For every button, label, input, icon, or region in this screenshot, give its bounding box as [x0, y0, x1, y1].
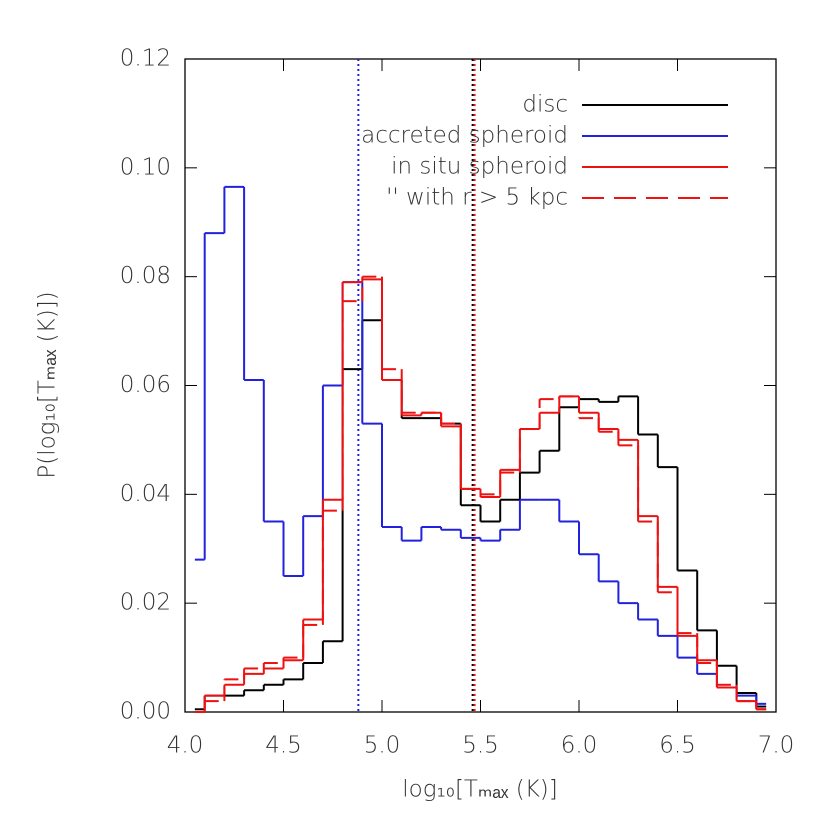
y-tick-label: 0.06: [120, 372, 171, 398]
y-axis-label: P(log₁₀[Tₘₐₓ (K)]): [35, 291, 61, 478]
legend-label: '' with r > 5 kpc: [386, 185, 568, 211]
x-tick-label: 4.5: [265, 733, 302, 759]
x-tick-label: 5.0: [364, 733, 401, 759]
y-tick-label: 0.08: [120, 263, 171, 289]
x-tick-label: 5.5: [462, 733, 499, 759]
y-tick-label: 0.12: [120, 46, 171, 72]
x-axis-label: log₁₀[Tₘₐₓ (K)]: [402, 777, 557, 803]
x-tick-label: 7.0: [758, 733, 795, 759]
y-tick-label: 0.10: [120, 154, 171, 180]
legend-label: disc: [522, 92, 568, 118]
legend-label: in situ spheroid: [391, 154, 568, 180]
y-tick-label: 0.02: [120, 590, 171, 616]
y-tick-label: 0.00: [120, 699, 171, 725]
x-tick-label: 6.5: [659, 733, 696, 759]
legend-label: accreted spheroid: [361, 123, 568, 149]
x-tick-label: 4.0: [167, 733, 204, 759]
y-tick-label: 0.04: [120, 481, 171, 507]
x-tick-label: 6.0: [561, 733, 598, 759]
